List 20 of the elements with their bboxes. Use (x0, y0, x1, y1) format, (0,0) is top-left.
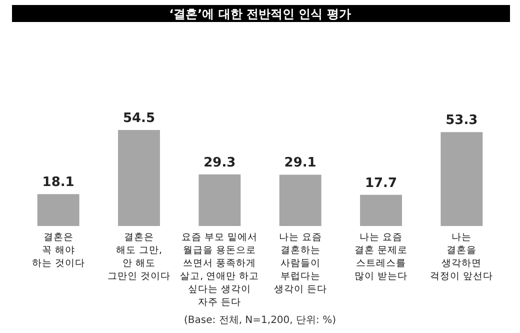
x-tick-label: 나는 결혼을 생각하면 걱정이 앞선다 (430, 232, 494, 282)
bar (360, 194, 402, 226)
data-label: 18.1 (42, 175, 74, 190)
chart-title: ‘결혼’에 대한 전반적인 인식 평가 (169, 7, 351, 21)
bar (440, 132, 483, 226)
x-tick-label: 결혼은 꼭 해야 하는 것이다 (32, 232, 85, 269)
bar (198, 174, 241, 226)
bar (118, 130, 160, 226)
x-tick-label: 결혼은 해도 그만, 안 해도 그만인 것이다 (107, 232, 171, 282)
bar (37, 194, 80, 226)
text: (Base: 전체, N=1,200, 단위: %) (184, 315, 336, 326)
x-tick-label: 나는 요즘 결혼하는 사람들이 부럽다는 생각이 든다 (274, 232, 327, 295)
data-label: 17.7 (364, 176, 398, 191)
data-label: 53.3 (446, 113, 478, 128)
x-tick-label: 요즘 부모 밑에서 월급을 용돈으로 쓰면서 풍족하게 살고, 연애만 하고 싶다는 생각이 자주 든다 (180, 232, 260, 308)
data-label: 29.3 (204, 155, 236, 170)
data-label: 54.5 (122, 111, 156, 126)
x-tick-label: 나는 요즘 결혼 문제로 스트레스를 많이 받는다 (354, 232, 408, 282)
data-label: 29.1 (284, 156, 316, 171)
bar (279, 174, 322, 226)
